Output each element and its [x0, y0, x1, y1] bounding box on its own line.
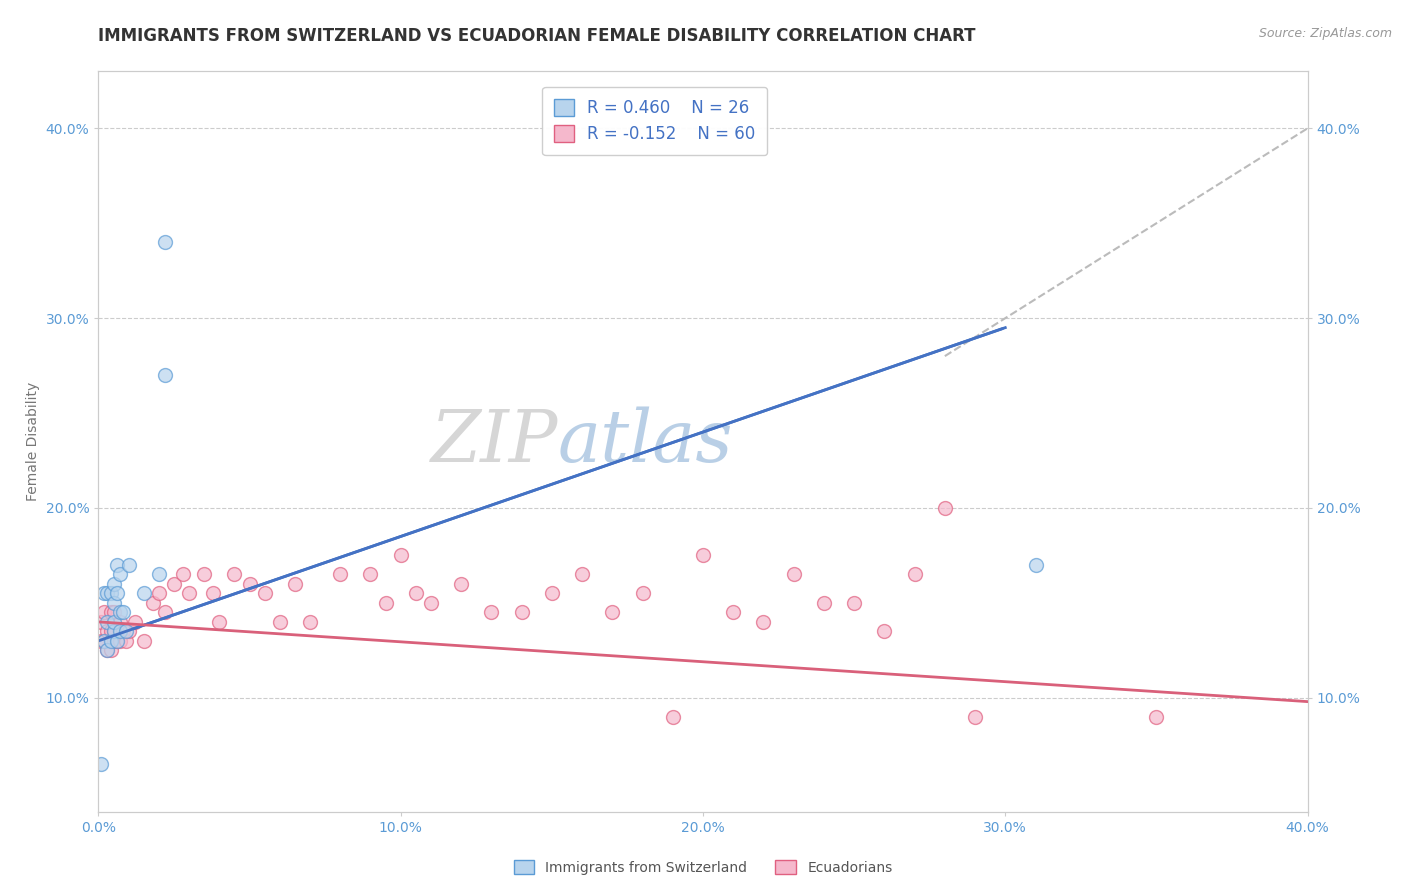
Point [132, 586, 155, 600]
Y-axis label: Female Disability: Female Disability [25, 382, 39, 501]
Point [100, 606, 122, 620]
Point [100, 633, 122, 648]
Point [103, 633, 125, 648]
Point [405, 586, 427, 600]
Point [105, 558, 128, 572]
Point [100, 586, 122, 600]
Point [111, 606, 134, 620]
Point [179, 586, 201, 600]
Point [752, 615, 775, 629]
Point [202, 586, 225, 600]
Point [96, 586, 118, 600]
Point [783, 567, 806, 582]
Point [904, 567, 927, 582]
Point [105, 633, 128, 648]
Point [193, 567, 215, 582]
Point [103, 615, 125, 629]
Point [90, 757, 112, 772]
Point [90, 615, 112, 629]
Point [93, 633, 115, 648]
Legend: R = 0.460    N = 26, R = -0.152    N = 60: R = 0.460 N = 26, R = -0.152 N = 60 [543, 87, 768, 155]
Point [111, 624, 134, 639]
Point [224, 567, 246, 582]
Point [153, 368, 176, 383]
Point [253, 586, 276, 600]
Point [153, 606, 176, 620]
Point [96, 615, 118, 629]
Text: ZIP: ZIP [430, 406, 558, 477]
Point [103, 577, 125, 591]
Point [389, 549, 412, 563]
Point [148, 567, 170, 582]
Point [93, 606, 115, 620]
Point [163, 577, 186, 591]
Point [108, 633, 131, 648]
Point [540, 586, 562, 600]
Point [103, 624, 125, 639]
Text: IMMIGRANTS FROM SWITZERLAND VS ECUADORIAN FEMALE DISABILITY CORRELATION CHART: IMMIGRANTS FROM SWITZERLAND VS ECUADORIA… [98, 27, 976, 45]
Point [269, 615, 291, 629]
Point [118, 558, 141, 572]
Point [90, 633, 112, 648]
Point [103, 596, 125, 610]
Point [360, 567, 382, 582]
Point [124, 615, 146, 629]
Point [329, 567, 352, 582]
Point [108, 567, 131, 582]
Point [153, 235, 176, 250]
Point [510, 606, 533, 620]
Point [813, 596, 835, 610]
Point [661, 710, 683, 724]
Point [100, 624, 122, 639]
Point [420, 596, 443, 610]
Point [105, 586, 128, 600]
Point [450, 577, 472, 591]
Point [148, 586, 170, 600]
Point [93, 633, 115, 648]
Point [132, 633, 155, 648]
Point [299, 615, 322, 629]
Point [873, 624, 896, 639]
Point [631, 586, 654, 600]
Point [692, 549, 714, 563]
Point [239, 577, 262, 591]
Point [118, 624, 141, 639]
Point [602, 606, 624, 620]
Point [284, 577, 307, 591]
Point [108, 624, 131, 639]
Point [103, 606, 125, 620]
Point [934, 500, 956, 515]
Point [965, 710, 987, 724]
Point [114, 633, 136, 648]
Point [374, 596, 396, 610]
Point [114, 624, 136, 639]
Point [105, 633, 128, 648]
Point [96, 624, 118, 639]
Point [208, 615, 231, 629]
Point [172, 567, 194, 582]
Point [103, 624, 125, 639]
Point [108, 606, 131, 620]
Point [844, 596, 866, 610]
Point [1144, 710, 1167, 724]
Point [100, 643, 122, 657]
Point [96, 643, 118, 657]
Point [142, 596, 165, 610]
Text: Source: ZipAtlas.com: Source: ZipAtlas.com [1258, 27, 1392, 40]
Point [481, 606, 503, 620]
Legend: Immigrants from Switzerland, Ecuadorians: Immigrants from Switzerland, Ecuadorians [508, 855, 898, 880]
Point [96, 643, 118, 657]
Point [108, 615, 131, 629]
Point [723, 606, 745, 620]
Point [571, 567, 593, 582]
Point [1024, 558, 1046, 572]
Point [93, 586, 115, 600]
Text: atlas: atlas [558, 406, 734, 477]
